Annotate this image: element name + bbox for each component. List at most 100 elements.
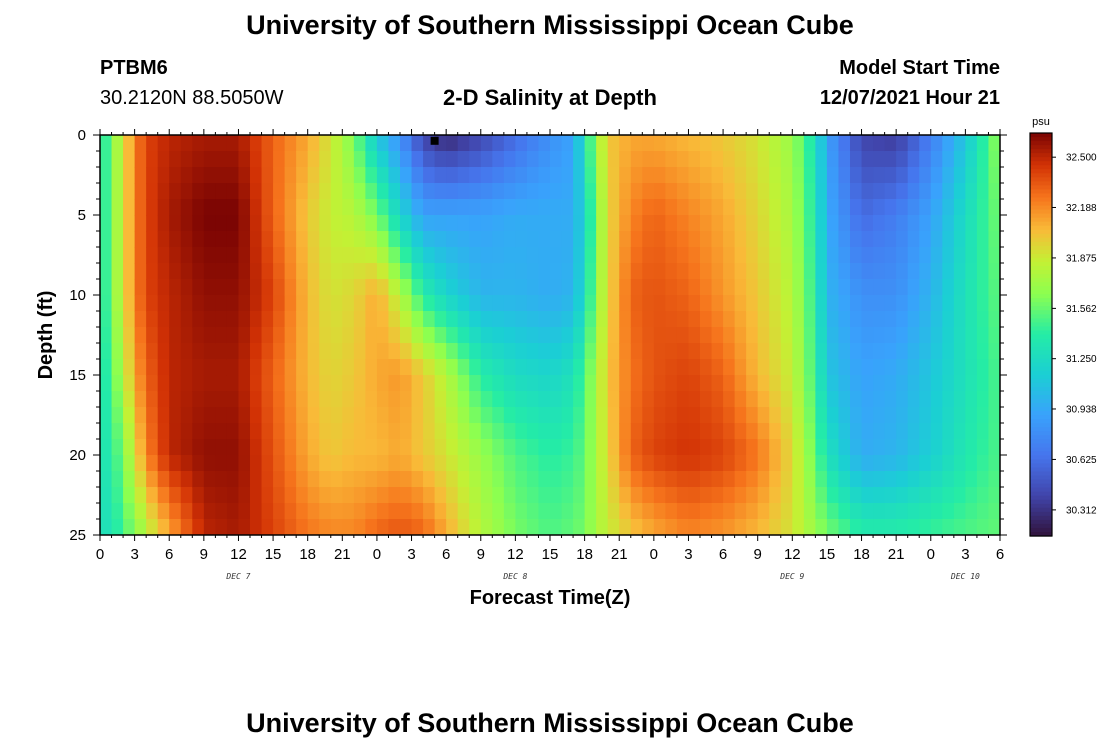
heatmap-cell <box>930 375 943 392</box>
heatmap-cell <box>319 359 332 376</box>
heatmap-cell <box>734 279 747 296</box>
heatmap-cell <box>492 455 505 472</box>
heatmap-cell <box>976 503 990 520</box>
heatmap-cell <box>861 215 874 232</box>
heatmap-cell <box>526 439 540 456</box>
heatmap-cell <box>319 327 332 344</box>
heatmap-cell <box>376 279 390 296</box>
heatmap-cell <box>619 183 632 200</box>
heatmap-cell <box>146 359 159 376</box>
heatmap-cell <box>953 359 966 376</box>
heatmap-cell <box>826 503 840 520</box>
heatmap-cell <box>111 327 124 344</box>
heatmap-cell <box>746 247 759 264</box>
heatmap-cell <box>423 359 436 376</box>
heatmap-cell <box>376 231 390 248</box>
heatmap-cell <box>446 263 459 280</box>
heatmap-cell <box>907 359 920 376</box>
heatmap-cell <box>953 183 966 200</box>
heatmap-cell <box>457 135 470 152</box>
heatmap-cell <box>457 455 470 472</box>
heatmap-cell <box>123 343 136 360</box>
heatmap-cell <box>757 327 770 344</box>
heatmap-cell <box>896 247 909 264</box>
heatmap-cell <box>723 375 736 392</box>
heatmap-cell <box>215 503 228 520</box>
heatmap-cell <box>815 135 828 152</box>
heatmap-cell <box>700 423 713 440</box>
colorbar-segment <box>1030 451 1052 456</box>
heatmap-cell <box>976 295 990 312</box>
heatmap-cell <box>480 311 493 328</box>
heatmap-cell <box>757 183 770 200</box>
heatmap-cell <box>169 455 182 472</box>
colorbar-segment <box>1030 455 1052 461</box>
heatmap-cell <box>123 503 136 520</box>
heatmap-cell <box>469 263 482 280</box>
heatmap-cell <box>365 327 378 344</box>
heatmap-cell <box>180 215 193 232</box>
heatmap-cell <box>134 471 147 488</box>
heatmap-cell <box>388 439 401 456</box>
heatmap-cell <box>457 519 470 535</box>
heatmap-cell <box>411 151 424 168</box>
heatmap-cell <box>792 327 805 344</box>
heatmap-cell <box>526 423 540 440</box>
heatmap-cell <box>250 375 263 392</box>
heatmap-cell <box>134 183 147 200</box>
heatmap-cell <box>607 519 620 535</box>
heatmap-cell <box>134 247 147 264</box>
colorbar-segment <box>1030 346 1052 352</box>
heatmap-cell <box>919 279 932 296</box>
heatmap-cell <box>919 471 932 488</box>
heatmap-cell <box>769 199 782 216</box>
heatmap-cell <box>676 439 690 456</box>
y-tick-label: 25 <box>69 527 86 544</box>
heatmap-cell <box>192 167 205 184</box>
heatmap-cell <box>411 503 424 520</box>
heatmap-cell <box>700 263 713 280</box>
heatmap-cell <box>596 263 609 280</box>
heatmap-cell <box>607 455 620 472</box>
heatmap-cell <box>930 471 943 488</box>
heatmap-cell <box>573 487 586 504</box>
heatmap-cell <box>850 471 863 488</box>
heatmap-cell <box>250 167 263 184</box>
heatmap-cell <box>284 135 297 152</box>
heatmap-cell <box>515 247 528 264</box>
heatmap-cell <box>423 455 436 472</box>
heatmap-cell <box>307 439 320 456</box>
heatmap-cell <box>353 391 366 408</box>
heatmap-cell <box>711 151 724 168</box>
heatmap-cell <box>169 135 182 152</box>
heatmap-cell <box>411 215 424 232</box>
x-tick-label: 0 <box>373 546 381 563</box>
heatmap-cell <box>250 487 263 504</box>
heatmap-cell <box>157 231 170 248</box>
heatmap-cell <box>180 295 193 312</box>
heatmap-cell <box>815 183 828 200</box>
heatmap-cell <box>526 487 540 504</box>
heatmap-cell <box>250 215 263 232</box>
heatmap-cell <box>734 423 747 440</box>
heatmap-cell <box>884 327 897 344</box>
heatmap-cell <box>711 199 724 216</box>
heatmap-cell <box>792 455 805 472</box>
heatmap-cell <box>526 135 540 152</box>
heatmap-cell <box>146 183 159 200</box>
heatmap-cell <box>134 423 147 440</box>
colorbar-segment <box>1030 290 1052 295</box>
heatmap-cell <box>330 391 343 408</box>
heatmap-cell <box>250 247 263 264</box>
heatmap-cell <box>400 359 413 376</box>
heatmap-cell <box>457 375 470 392</box>
heatmap-cell <box>226 151 240 168</box>
heatmap-cell <box>203 215 216 232</box>
heatmap-cell <box>930 487 943 504</box>
heatmap-cell <box>919 311 932 328</box>
heatmap-cell <box>884 487 897 504</box>
heatmap-cell <box>180 231 193 248</box>
heatmap-cell <box>157 471 170 488</box>
heatmap-cell <box>446 151 459 168</box>
heatmap-cell <box>261 199 274 216</box>
